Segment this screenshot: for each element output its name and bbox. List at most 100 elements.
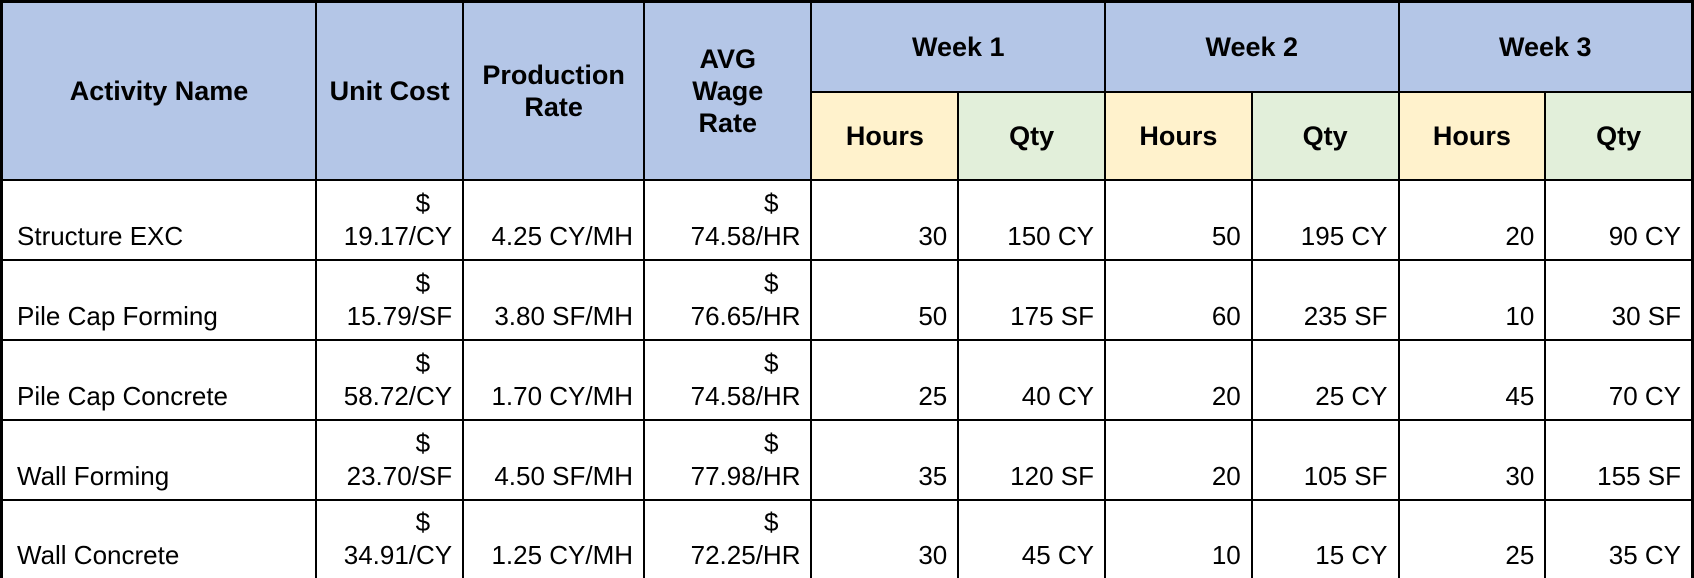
cell-week1-qty[interactable]: 40 CY: [957, 338, 1106, 421]
currency-symbol: $: [415, 507, 431, 537]
cell-week1-qty[interactable]: 120 SF: [957, 418, 1106, 501]
sub-header-label: Qty: [1302, 120, 1348, 151]
production-rate-value: 1.25 CY/MH: [491, 540, 634, 570]
col-header-week3[interactable]: Week 3: [1397, 0, 1694, 93]
cell-week3-hours[interactable]: 45: [1397, 338, 1547, 421]
hours-value: 45: [1505, 380, 1535, 411]
cell-week3-qty[interactable]: 30 SF: [1544, 258, 1694, 341]
activity-label: Structure EXC: [17, 220, 184, 251]
sub-header-label: Qty: [1596, 120, 1642, 151]
cell-week1-qty[interactable]: 150 CY: [957, 178, 1106, 261]
col-header-week2-hours[interactable]: Hours: [1104, 90, 1253, 181]
qty-value: 45 CY: [1021, 540, 1094, 570]
cell-week1-hours[interactable]: 25: [810, 338, 960, 421]
cell-unit-cost[interactable]: $ 58.72/CY: [315, 338, 465, 421]
cell-week3-qty[interactable]: 90 CY: [1544, 178, 1694, 261]
table-row: Wall Forming $ 23.70/SF 4.50 SF/MH $ 77.…: [0, 418, 1694, 501]
cell-activity-name[interactable]: Structure EXC: [0, 178, 318, 261]
table-row: Pile Cap Concrete $ 58.72/CY 1.70 CY/MH …: [0, 338, 1694, 421]
wage-rate-value: 76.65/HR: [690, 300, 801, 331]
cell-week3-qty[interactable]: 155 SF: [1544, 418, 1694, 501]
hours-value: 30: [1505, 460, 1535, 491]
cell-week2-hours[interactable]: 20: [1104, 418, 1253, 501]
col-header-week2-qty[interactable]: Qty: [1250, 90, 1400, 181]
wage-rate-value: 74.58/HR: [690, 380, 801, 411]
qty-value: 150 CY: [1007, 220, 1094, 251]
week-group-label: Week 2: [1205, 31, 1299, 62]
cell-production-rate[interactable]: 1.70 CY/MH: [462, 338, 646, 421]
qty-value: 120 SF: [1010, 460, 1094, 491]
cell-production-rate[interactable]: 4.50 SF/MH: [462, 418, 646, 501]
col-header-label: Production Rate: [482, 59, 625, 122]
sub-header-label: Hours: [1432, 120, 1511, 151]
hours-value: 50: [918, 300, 948, 331]
cell-activity-name[interactable]: Pile Cap Concrete: [0, 338, 318, 421]
cell-unit-cost[interactable]: $ 15.79/SF: [315, 258, 465, 341]
unit-cost-value: 34.91/CY: [343, 540, 453, 570]
cell-week1-qty[interactable]: 175 SF: [957, 258, 1106, 341]
cell-week3-qty[interactable]: 35 CY: [1544, 498, 1694, 578]
cell-week1-hours[interactable]: 50: [810, 258, 960, 341]
cell-week1-qty[interactable]: 45 CY: [957, 498, 1106, 578]
col-header-avg-wage-rate[interactable]: AVG Wage Rate: [643, 0, 813, 181]
cell-activity-name[interactable]: Pile Cap Forming: [0, 258, 318, 341]
col-header-week2[interactable]: Week 2: [1104, 0, 1400, 93]
cell-avg-wage-rate[interactable]: $ 77.98/HR: [643, 418, 813, 501]
col-header-week3-hours[interactable]: Hours: [1397, 90, 1547, 181]
cell-activity-name[interactable]: Wall Concrete: [0, 498, 318, 578]
cell-avg-wage-rate[interactable]: $ 74.58/HR: [643, 338, 813, 421]
cell-week2-qty[interactable]: 15 CY: [1250, 498, 1400, 578]
cell-week3-hours[interactable]: 30: [1397, 418, 1547, 501]
qty-value: 40 CY: [1021, 380, 1094, 411]
cell-week1-hours[interactable]: 30: [810, 178, 960, 261]
cell-week2-qty[interactable]: 195 CY: [1250, 178, 1400, 261]
header-row-hours-qty: Hours Qty Hours Qty Hours Qty: [2, 90, 1694, 181]
cell-unit-cost[interactable]: $ 34.91/CY: [315, 498, 465, 578]
cell-week2-hours[interactable]: 60: [1104, 258, 1253, 341]
qty-value: 30 SF: [1611, 300, 1681, 331]
currency-symbol: $: [415, 267, 431, 298]
cell-week2-hours[interactable]: 20: [1104, 338, 1253, 421]
cell-week2-qty[interactable]: 235 SF: [1250, 258, 1400, 341]
cell-production-rate[interactable]: 4.25 CY/MH: [462, 178, 646, 261]
cell-week3-hours[interactable]: 10: [1397, 258, 1547, 341]
unit-cost-value: 58.72/CY: [343, 380, 453, 411]
unit-cost-value: 15.79/SF: [346, 300, 453, 331]
hours-value: 50: [1211, 220, 1241, 251]
currency-symbol: $: [764, 267, 779, 298]
production-rate-value: 4.50 SF/MH: [494, 460, 634, 491]
cell-week3-hours[interactable]: 25: [1397, 498, 1547, 578]
wage-rate-value: 77.98/HR: [690, 460, 801, 491]
cell-production-rate[interactable]: 3.80 SF/MH: [462, 258, 646, 341]
col-header-week1-qty[interactable]: Qty: [957, 90, 1106, 181]
cell-week2-hours[interactable]: 50: [1104, 178, 1253, 261]
hours-value: 20: [1505, 220, 1535, 251]
activity-label: Pile Cap Forming: [17, 300, 218, 331]
col-header-week3-qty[interactable]: Qty: [1544, 90, 1694, 181]
cell-week1-hours[interactable]: 35: [810, 418, 960, 501]
wage-rate-value: 72.25/HR: [690, 540, 801, 570]
production-rate-value: 1.70 CY/MH: [491, 380, 634, 411]
cell-week2-hours[interactable]: 10: [1104, 498, 1253, 578]
production-rate-value: 3.80 SF/MH: [494, 300, 634, 331]
col-header-week1-hours[interactable]: Hours: [810, 90, 960, 181]
cell-week1-hours[interactable]: 30: [810, 498, 960, 578]
col-header-activity-name[interactable]: Activity Name: [0, 0, 318, 181]
currency-symbol: $: [764, 347, 779, 378]
cell-production-rate[interactable]: 1.25 CY/MH: [462, 498, 646, 578]
col-header-unit-cost[interactable]: Unit Cost: [315, 0, 465, 181]
cell-week3-qty[interactable]: 70 CY: [1544, 338, 1694, 421]
col-header-production-rate[interactable]: Production Rate: [462, 0, 646, 181]
activity-label: Wall Concrete: [17, 540, 180, 570]
col-header-week1[interactable]: Week 1: [810, 0, 1106, 93]
col-header-label: Activity Name: [69, 75, 249, 106]
cell-unit-cost[interactable]: $ 23.70/SF: [315, 418, 465, 501]
cell-avg-wage-rate[interactable]: $ 76.65/HR: [643, 258, 813, 341]
cell-avg-wage-rate[interactable]: $ 72.25/HR: [643, 498, 813, 578]
cell-activity-name[interactable]: Wall Forming: [0, 418, 318, 501]
cell-week2-qty[interactable]: 25 CY: [1250, 338, 1400, 421]
cell-week3-hours[interactable]: 20: [1397, 178, 1547, 261]
cell-avg-wage-rate[interactable]: $ 74.58/HR: [643, 178, 813, 261]
cell-unit-cost[interactable]: $ 19.17/CY: [315, 178, 465, 261]
cell-week2-qty[interactable]: 105 SF: [1250, 418, 1400, 501]
